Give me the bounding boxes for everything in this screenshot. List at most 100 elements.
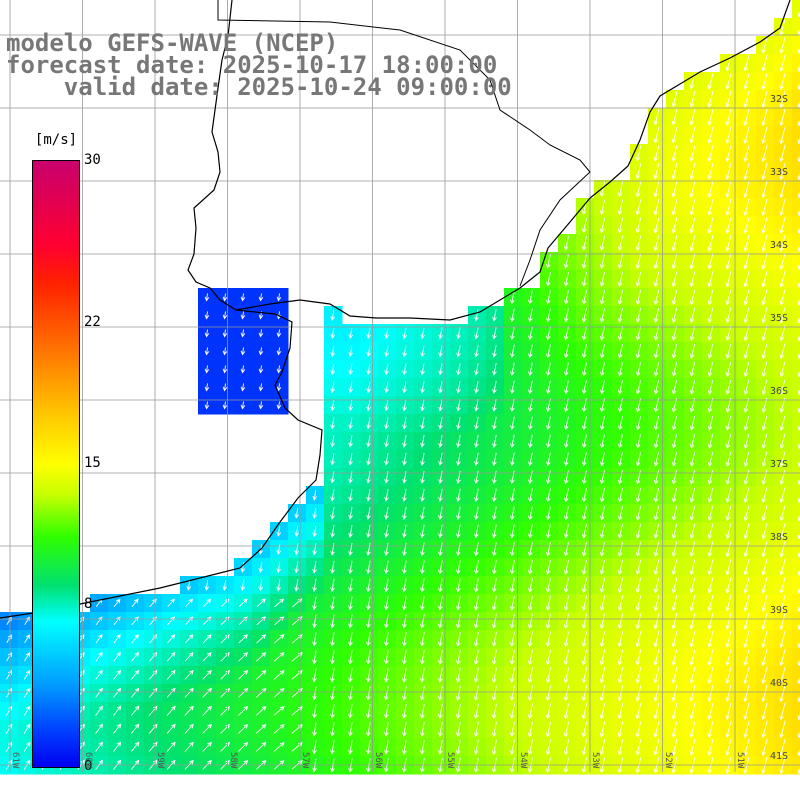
wind-arrow: [474, 345, 479, 358]
wind-arrow: [276, 293, 282, 302]
wind-arrow: [779, 289, 786, 306]
wind-arrow: [546, 398, 551, 413]
wind-arrow: [492, 381, 497, 394]
wind-arrow: [581, 217, 588, 234]
wind-arrow: [779, 720, 786, 739]
wind-arrow: [148, 723, 158, 734]
latitude-label: 40S: [770, 678, 789, 689]
wind-arrow: [689, 217, 696, 234]
wind-arrow: [725, 505, 732, 522]
wind-arrow: [186, 580, 192, 591]
wind-arrow: [653, 577, 660, 594]
wind-arrow: [563, 595, 569, 612]
wind-arrow: [599, 217, 606, 234]
wind-arrow: [707, 523, 714, 540]
wind-arrow: [545, 703, 552, 720]
wind-arrow: [653, 362, 660, 377]
wind-arrow: [581, 595, 588, 612]
wind-arrow: [599, 703, 606, 720]
wind-arrow: [582, 362, 587, 377]
wind-arrow: [743, 577, 750, 594]
wind-cell: [792, 180, 800, 199]
wind-arrow: [384, 560, 389, 575]
wind-arrow: [653, 452, 660, 467]
wind-arrow: [527, 560, 533, 575]
wind-arrow: [581, 703, 588, 720]
wind-arrow: [761, 289, 768, 306]
wind-arrow: [725, 271, 732, 288]
wind-arrow: [599, 199, 606, 216]
wind-arrow: [671, 109, 678, 126]
wind-arrow: [184, 634, 194, 644]
wind-arrow: [707, 379, 714, 395]
wind-arrow: [348, 507, 353, 520]
wind-arrow: [276, 526, 282, 537]
wind-arrow: [653, 127, 660, 144]
wind-arrow: [563, 524, 569, 539]
wind-arrow: [779, 469, 786, 486]
wind-arrow: [779, 108, 786, 127]
wind-arrow: [707, 738, 714, 756]
wind-cell: [792, 54, 800, 73]
wind-arrow: [779, 343, 786, 360]
wind-arrow: [761, 433, 768, 450]
wind-arrow: [276, 365, 282, 374]
wind-arrow: [510, 398, 515, 413]
wind-arrow: [617, 307, 624, 323]
wind-arrow: [671, 505, 678, 521]
wind-arrow: [546, 326, 551, 341]
wind-arrow: [617, 217, 624, 234]
wind-arrow: [689, 505, 696, 522]
wind-arrow: [95, 616, 103, 626]
wind-arrow: [420, 649, 425, 665]
wind-arrow: [456, 524, 461, 539]
wind-arrow: [113, 741, 122, 752]
wind-arrow: [671, 325, 678, 341]
wind-arrow: [509, 649, 515, 666]
wind-arrow: [330, 740, 335, 755]
legend-tick-label: 22: [84, 313, 101, 330]
wind-arrow: [528, 398, 533, 413]
wind-arrow: [166, 723, 176, 734]
latitude-label: 39S: [770, 605, 789, 616]
wind-arrow: [725, 666, 732, 685]
wind-arrow: [113, 634, 121, 644]
wind-arrow: [238, 598, 248, 608]
wind-arrow: [725, 180, 732, 198]
wind-arrow: [402, 632, 407, 647]
wind-arrow: [420, 596, 425, 611]
wind-arrow: [707, 108, 714, 126]
wind-arrow: [761, 684, 768, 703]
wind-arrow: [240, 401, 246, 410]
wind-arrow: [707, 343, 714, 360]
wind-arrow: [420, 488, 425, 502]
wind-arrow: [689, 162, 696, 180]
wind-arrow: [779, 559, 786, 576]
wind-arrow: [203, 598, 212, 608]
wind-arrow: [671, 289, 678, 306]
wind-arrow: [130, 705, 140, 716]
wind-arrow: [635, 452, 641, 467]
wind-arrow: [366, 632, 371, 647]
wind-arrow: [491, 631, 497, 648]
wind-arrow: [202, 616, 212, 626]
wind-arrow: [420, 417, 425, 430]
wind-arrow: [402, 399, 407, 412]
wind-arrow: [184, 723, 194, 734]
wind-arrow: [725, 307, 732, 324]
wind-arrow: [528, 290, 533, 305]
wind-arrow: [564, 362, 569, 377]
wind-arrow: [492, 560, 497, 575]
wind-arrow: [581, 488, 587, 503]
wind-arrow: [113, 687, 122, 698]
wind-arrow: [563, 308, 569, 323]
wind-arrow: [473, 649, 479, 666]
wind-arrow: [366, 524, 371, 538]
wind-arrow: [545, 631, 551, 648]
wind-arrow: [635, 631, 642, 648]
wind-arrow: [456, 345, 461, 358]
wind-arrow: [635, 289, 642, 306]
wind-arrow: [330, 650, 335, 665]
legend-tick-label: 8: [84, 596, 93, 613]
wind-arrow: [707, 198, 714, 216]
